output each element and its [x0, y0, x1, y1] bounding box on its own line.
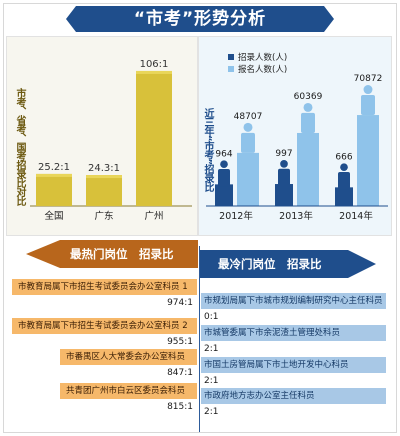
bar-top-highlight: [136, 70, 172, 74]
hot-header-arrow: [26, 240, 198, 268]
cold-job-name: 市规划局属下市城市规划编制研究中心主任科员: [201, 293, 386, 309]
cold-job-ratio: 2:1: [204, 376, 219, 386]
recruit-pictogram-body: [278, 168, 290, 187]
recruit-bar: [335, 187, 353, 206]
cold-job-row: 市规划局属下市城市规划编制研究中心主任科员 0:1: [201, 293, 386, 325]
page-title: “市考”形势分析: [66, 6, 334, 32]
hot-job-name: 共青团广州市白云区委员会科员: [60, 383, 197, 399]
hot-job-ratio: 815:1: [167, 402, 193, 412]
applicants-bar: [297, 132, 319, 206]
hot-job-row: 市教育局属下市招生考试委员会办公室科员 2 955:1: [12, 318, 197, 350]
applicants-pictogram-head: [303, 102, 313, 112]
hot-job-row: 市教育局属下市招生考试委员会办公室科员 1 974:1: [12, 279, 197, 311]
cold-job-row: 市城管委属下市余泥渣土管理处科员 2:1: [201, 325, 386, 357]
cold-job-row: 市政府地方志办公室主任科员 2:1: [201, 388, 386, 420]
hot-job-ratio: 974:1: [167, 298, 193, 308]
cold-header-label: 最冷门岗位 招录比: [218, 257, 322, 271]
cold-job-name: 市城管委属下市余泥渣土管理处科员: [201, 325, 386, 341]
applicants-value-label: 70872: [354, 74, 383, 84]
legend-label-applicants: 报名人数(人): [238, 64, 287, 75]
bar-top-highlight: [86, 175, 122, 179]
bar: [36, 173, 72, 206]
hot-job-row: 市番禺区人大常委会办公室科员 847:1: [60, 349, 197, 381]
recruit-value-label: 997: [275, 149, 292, 159]
data-label: 24.3:1: [88, 163, 120, 174]
legend-swatch-recruit: [228, 54, 234, 60]
recruit-value-label: 964: [215, 149, 232, 159]
cold-job-ratio: 2:1: [204, 407, 219, 417]
applicants-bar: [357, 115, 379, 206]
recruit-pictogram-head: [280, 160, 288, 168]
x-tick-label: 广东: [94, 210, 113, 222]
data-label: 106:1: [140, 59, 169, 70]
cold-jobs-header: 最冷门岗位 招录比: [200, 250, 376, 278]
applicants-bar: [237, 152, 259, 206]
applicants-pictogram-body: [301, 112, 315, 133]
hot-header-label: 最热门岗位 招录比: [70, 247, 174, 261]
cold-header-arrow: [200, 250, 376, 278]
hot-jobs-header: 最热门岗位 招录比: [26, 240, 198, 268]
applicants-value-label: 60369: [294, 92, 323, 102]
recruit-pictogram-body: [218, 169, 230, 187]
hot-job-name: 市教育局属下市招生考试委员会办公室科员 1: [12, 279, 197, 295]
cold-job-name: 市政府地方志办公室主任科员: [201, 388, 386, 404]
applicants-pictogram-body: [241, 132, 255, 153]
x-tick-label: 全国: [44, 210, 63, 222]
cold-job-ratio: 0:1: [204, 312, 219, 322]
recruit-value-label: 666: [335, 152, 352, 162]
applicants-pictogram-head: [363, 85, 373, 95]
bar-top-highlight: [36, 173, 72, 177]
applicants-pictogram-body: [361, 95, 375, 116]
trend-chart-ylabel: 近三年“市考”招录比: [202, 108, 213, 192]
hot-job-ratio: 847:1: [167, 368, 193, 378]
hot-job-ratio: 955:1: [167, 337, 193, 347]
applicants-value-label: 48707: [234, 112, 263, 122]
legend-label-recruit: 招录人数(人): [238, 52, 287, 63]
recruit-bar: [215, 184, 233, 206]
recruit-bar: [275, 184, 293, 206]
comparison-chart: 25.2:1 全国 24.3:1 广东 106:1 广州: [30, 59, 192, 222]
cold-job-name: 市国土房管局属下市土地开发中心科员: [201, 357, 386, 373]
hot-job-row: 共青团广州市白云区委员会科员 815:1: [60, 383, 197, 415]
recruit-pictogram-head: [220, 160, 228, 169]
data-label: 25.2:1: [38, 162, 70, 173]
comparison-chart-ylabel: 市考、省考、国考招录比对比: [14, 88, 25, 205]
trend-chart: 招录人数(人)报名人数(人) 48707 964 2012年 60369 997 2013年…: [206, 52, 388, 222]
x-tick-label: 2012年: [219, 210, 253, 222]
bar: [86, 175, 122, 206]
x-tick-label: 广州: [144, 210, 163, 222]
legend-swatch-applicants: [228, 66, 234, 72]
applicants-pictogram-head: [243, 122, 253, 132]
cold-job-row: 市国土房管局属下市土地开发中心科员 2:1: [201, 357, 386, 389]
center-divider: [199, 246, 200, 432]
bar: [136, 70, 172, 206]
x-tick-label: 2013年: [279, 210, 313, 222]
cold-job-ratio: 2:1: [204, 344, 219, 354]
hot-job-name: 市番禺区人大常委会办公室科员: [60, 349, 197, 365]
hot-job-name: 市教育局属下市招生考试委员会办公室科员 2: [12, 318, 197, 334]
recruit-pictogram-body: [338, 172, 350, 190]
recruit-pictogram-head: [340, 163, 348, 172]
x-tick-label: 2014年: [339, 210, 373, 222]
